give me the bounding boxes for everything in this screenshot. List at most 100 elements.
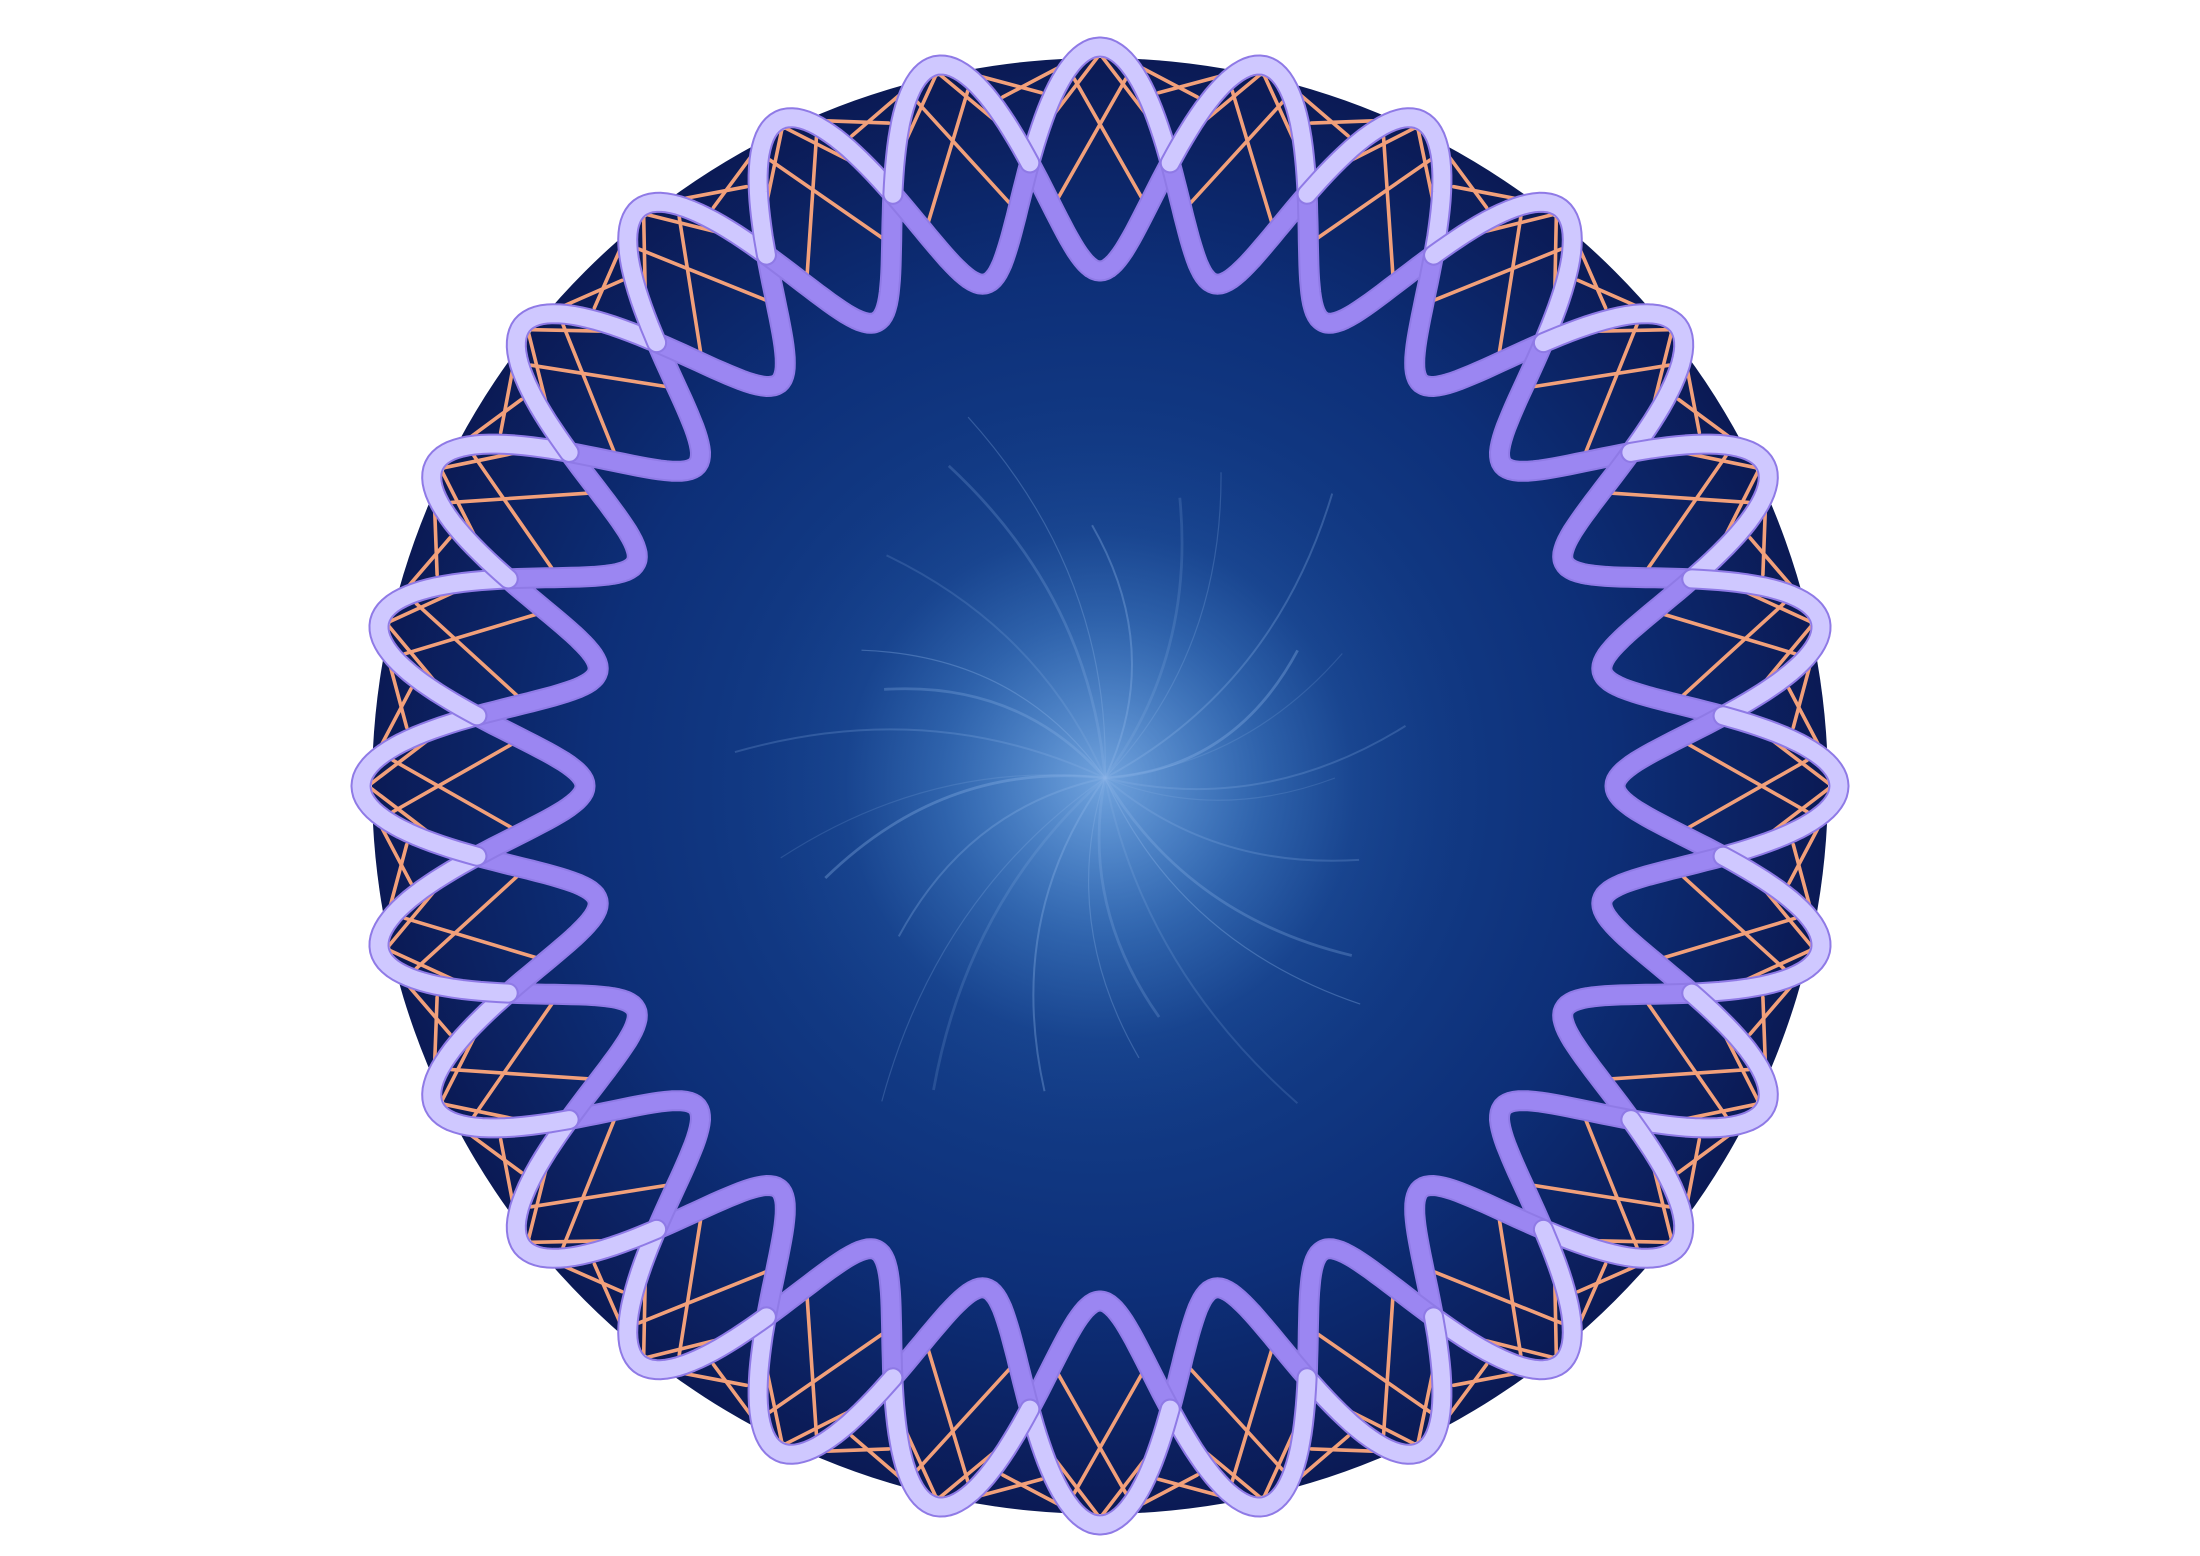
front-strand <box>370 570 517 725</box>
base-pair <box>1646 454 1728 570</box>
front-strand <box>1298 1308 1451 1463</box>
back-strand <box>1406 246 1552 395</box>
back-strand <box>757 185 902 332</box>
base-pair <box>926 1349 970 1484</box>
base-pair <box>805 135 819 276</box>
base-pair <box>1381 135 1395 276</box>
front-strand <box>352 707 486 865</box>
base-pair <box>1056 77 1128 199</box>
front-strand <box>1425 1220 1581 1379</box>
back-strand <box>499 984 646 1129</box>
starburst-ray <box>897 777 1106 937</box>
base-pair <box>805 1296 819 1437</box>
base-pair <box>1188 1367 1285 1472</box>
starburst-rays <box>734 416 1407 1105</box>
starburst-ray <box>1103 497 1184 779</box>
base-pair <box>768 158 884 240</box>
base-pair <box>1497 1218 1523 1357</box>
front-strand <box>619 1220 775 1379</box>
front-strand <box>884 56 1039 203</box>
base-pair <box>637 1270 768 1325</box>
starburst-ray <box>1104 649 1299 780</box>
front-strand <box>884 1369 1039 1516</box>
front-strand <box>619 193 775 352</box>
back-strand <box>1593 570 1732 725</box>
base-pair <box>414 874 519 971</box>
base-pair <box>1072 1373 1144 1495</box>
back-strand <box>560 1092 709 1238</box>
back-strand <box>648 1177 794 1326</box>
back-strand <box>1161 154 1316 293</box>
starburst-ray <box>734 728 1106 779</box>
base-pair <box>529 1183 668 1209</box>
base-pair <box>390 742 514 814</box>
back-strand <box>1406 1177 1552 1326</box>
starburst-ray <box>861 649 1106 779</box>
front-strand <box>507 305 666 461</box>
back-strand <box>1161 1279 1316 1418</box>
front-strand <box>1161 56 1316 203</box>
base-pair <box>529 363 668 389</box>
base-pair <box>1230 1349 1274 1484</box>
starburst-ray <box>780 774 1106 859</box>
front-strand <box>1534 305 1693 461</box>
starburst-ray <box>1104 493 1334 779</box>
base-pair <box>1497 215 1523 354</box>
front-strand <box>749 109 902 264</box>
back-strand <box>1491 334 1640 480</box>
base-pair <box>390 758 514 830</box>
starburst-ray <box>1032 777 1106 1092</box>
front-strand-segments <box>350 36 1850 1536</box>
back-strand <box>1606 707 1732 865</box>
starburst-ray <box>1104 777 1336 801</box>
starburst-ray <box>824 774 1106 880</box>
base-pair <box>637 247 768 302</box>
back-strand <box>1021 1292 1179 1418</box>
base-pair <box>926 88 970 223</box>
base-pair <box>768 1332 884 1414</box>
back-strand <box>468 570 607 725</box>
base-pair <box>1316 158 1432 240</box>
back-strand <box>1554 443 1701 588</box>
base-pair <box>449 491 590 505</box>
front-strand <box>423 435 578 588</box>
back-strand <box>468 847 607 1002</box>
base-pair <box>1532 1183 1671 1209</box>
base-pair <box>1681 874 1786 971</box>
base-pair <box>472 454 554 570</box>
base-pair <box>1681 601 1786 698</box>
front-strand <box>1534 1111 1693 1267</box>
starburst-ray <box>947 464 1107 779</box>
front-strand <box>1622 984 1777 1137</box>
starburst-ray <box>1104 777 1360 862</box>
starburst-ray <box>1103 777 1353 957</box>
base-pair <box>449 1067 590 1081</box>
base-pair <box>402 916 538 960</box>
starburst-ray <box>886 554 1106 779</box>
starburst-ray <box>881 777 1106 1102</box>
front-strand <box>507 1111 666 1267</box>
base-pair <box>677 1218 703 1357</box>
front-strand <box>1683 847 1830 1002</box>
back-strand <box>648 246 794 395</box>
back-strand <box>1554 984 1701 1129</box>
base-pair <box>1687 742 1809 814</box>
base-pair <box>1663 612 1798 656</box>
back-strand-segments <box>466 152 1734 1420</box>
starburst-ray <box>1104 472 1222 779</box>
base-pair <box>561 323 616 454</box>
front-strand <box>1021 1400 1179 1534</box>
back-strand <box>884 1279 1039 1418</box>
starburst-ray <box>967 416 1106 779</box>
back-strand <box>1593 847 1732 1002</box>
base-pair <box>1432 247 1563 302</box>
base-pair <box>1188 100 1285 205</box>
front-strand <box>1298 109 1451 264</box>
starburst-ray <box>1097 777 1161 1018</box>
base-pair <box>1610 491 1751 505</box>
base-pair <box>1584 323 1639 454</box>
base-pair <box>1610 1067 1751 1081</box>
base-pair <box>1687 758 1809 830</box>
starburst-ray <box>1104 653 1343 779</box>
